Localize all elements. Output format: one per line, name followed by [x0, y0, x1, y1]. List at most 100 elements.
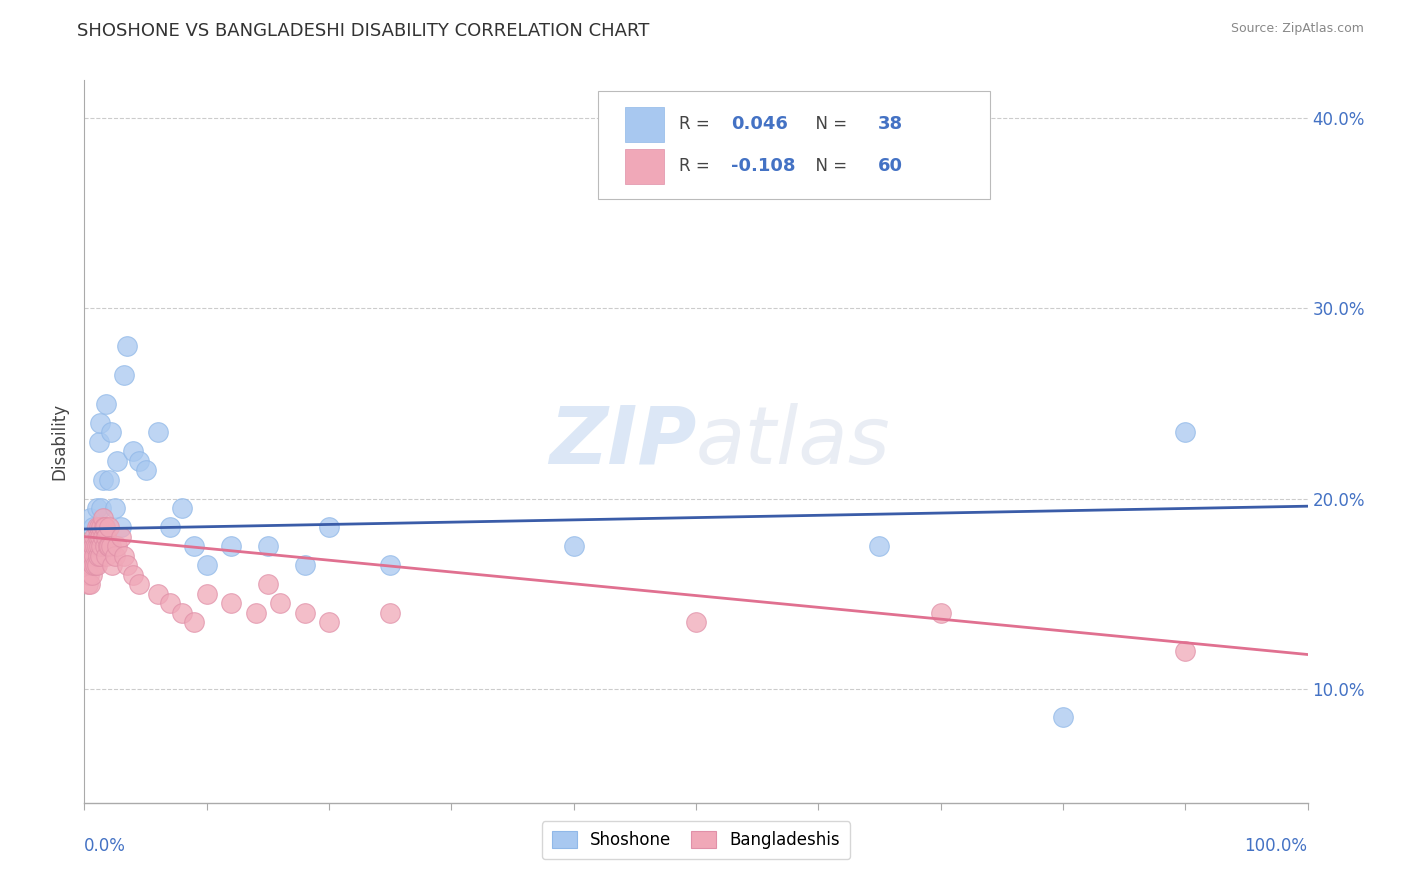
- Point: [97, 539, 120, 553]
- Point: [172, 606, 194, 620]
- Point: [159, 520, 181, 534]
- Point: [110, 520, 132, 534]
- Point: [96, 530, 118, 544]
- Point: [79, 539, 101, 553]
- Point: [101, 558, 124, 573]
- Point: [105, 539, 128, 553]
- Point: [929, 606, 952, 620]
- Text: 60: 60: [879, 157, 903, 175]
- Point: [869, 539, 891, 553]
- Point: [97, 539, 120, 553]
- Point: [146, 587, 169, 601]
- Text: 0.046: 0.046: [731, 115, 789, 133]
- Point: [122, 444, 145, 458]
- Point: [183, 539, 205, 553]
- Point: [146, 425, 169, 439]
- Point: [172, 501, 194, 516]
- Point: [77, 558, 100, 573]
- Point: [94, 539, 117, 553]
- Point: [82, 520, 104, 534]
- Text: 0.0%: 0.0%: [84, 837, 127, 855]
- Text: N =: N =: [804, 157, 852, 175]
- Point: [122, 567, 145, 582]
- Point: [80, 549, 103, 563]
- Point: [159, 596, 181, 610]
- Point: [245, 606, 267, 620]
- FancyBboxPatch shape: [626, 107, 664, 142]
- Point: [1174, 643, 1197, 657]
- Point: [135, 463, 157, 477]
- Y-axis label: Disability: Disability: [51, 403, 69, 480]
- Point: [195, 587, 218, 601]
- Point: [685, 615, 707, 630]
- Point: [110, 530, 132, 544]
- Text: 100.0%: 100.0%: [1244, 837, 1308, 855]
- Point: [115, 339, 138, 353]
- Point: [94, 539, 117, 553]
- Point: [89, 549, 111, 563]
- Point: [318, 615, 340, 630]
- Point: [93, 520, 115, 534]
- Point: [104, 549, 127, 563]
- Point: [562, 539, 585, 553]
- Point: [91, 510, 114, 524]
- Text: 38: 38: [879, 115, 903, 133]
- Point: [86, 558, 108, 573]
- Point: [195, 558, 218, 573]
- Point: [219, 596, 242, 610]
- Point: [84, 558, 107, 573]
- Text: SHOSHONE VS BANGLADESHI DISABILITY CORRELATION CHART: SHOSHONE VS BANGLADESHI DISABILITY CORRE…: [77, 22, 650, 40]
- FancyBboxPatch shape: [598, 91, 990, 200]
- Point: [86, 501, 108, 516]
- Legend: Shoshone, Bangladeshis: Shoshone, Bangladeshis: [541, 822, 851, 860]
- Point: [86, 520, 108, 534]
- Point: [100, 539, 122, 553]
- Point: [128, 577, 150, 591]
- Point: [90, 520, 112, 534]
- Point: [380, 558, 402, 573]
- Text: atlas: atlas: [696, 402, 891, 481]
- Point: [91, 530, 114, 544]
- Point: [87, 530, 110, 544]
- Point: [183, 615, 205, 630]
- Point: [84, 558, 107, 573]
- Point: [77, 577, 100, 591]
- Point: [318, 520, 340, 534]
- Point: [294, 606, 316, 620]
- Text: N =: N =: [804, 115, 852, 133]
- Point: [91, 473, 114, 487]
- Point: [84, 539, 107, 553]
- Point: [83, 530, 105, 544]
- Point: [104, 501, 127, 516]
- Point: [97, 520, 120, 534]
- Point: [380, 606, 402, 620]
- Point: [86, 539, 108, 553]
- Point: [96, 549, 118, 563]
- Point: [87, 539, 110, 553]
- Point: [294, 558, 316, 573]
- Point: [79, 558, 101, 573]
- Point: [90, 501, 112, 516]
- Point: [115, 558, 138, 573]
- Point: [82, 558, 104, 573]
- Text: R =: R =: [679, 115, 714, 133]
- Point: [257, 539, 280, 553]
- Point: [112, 549, 135, 563]
- Point: [87, 539, 110, 553]
- Point: [105, 453, 128, 467]
- Point: [94, 520, 117, 534]
- Point: [90, 539, 112, 553]
- Point: [87, 434, 110, 449]
- Point: [269, 596, 291, 610]
- Point: [86, 530, 108, 544]
- Point: [112, 368, 135, 382]
- Point: [93, 520, 115, 534]
- Point: [219, 539, 242, 553]
- Point: [79, 510, 101, 524]
- Point: [128, 453, 150, 467]
- Point: [80, 567, 103, 582]
- Point: [83, 539, 105, 553]
- Point: [100, 425, 122, 439]
- Point: [89, 530, 111, 544]
- Text: -0.108: -0.108: [731, 157, 796, 175]
